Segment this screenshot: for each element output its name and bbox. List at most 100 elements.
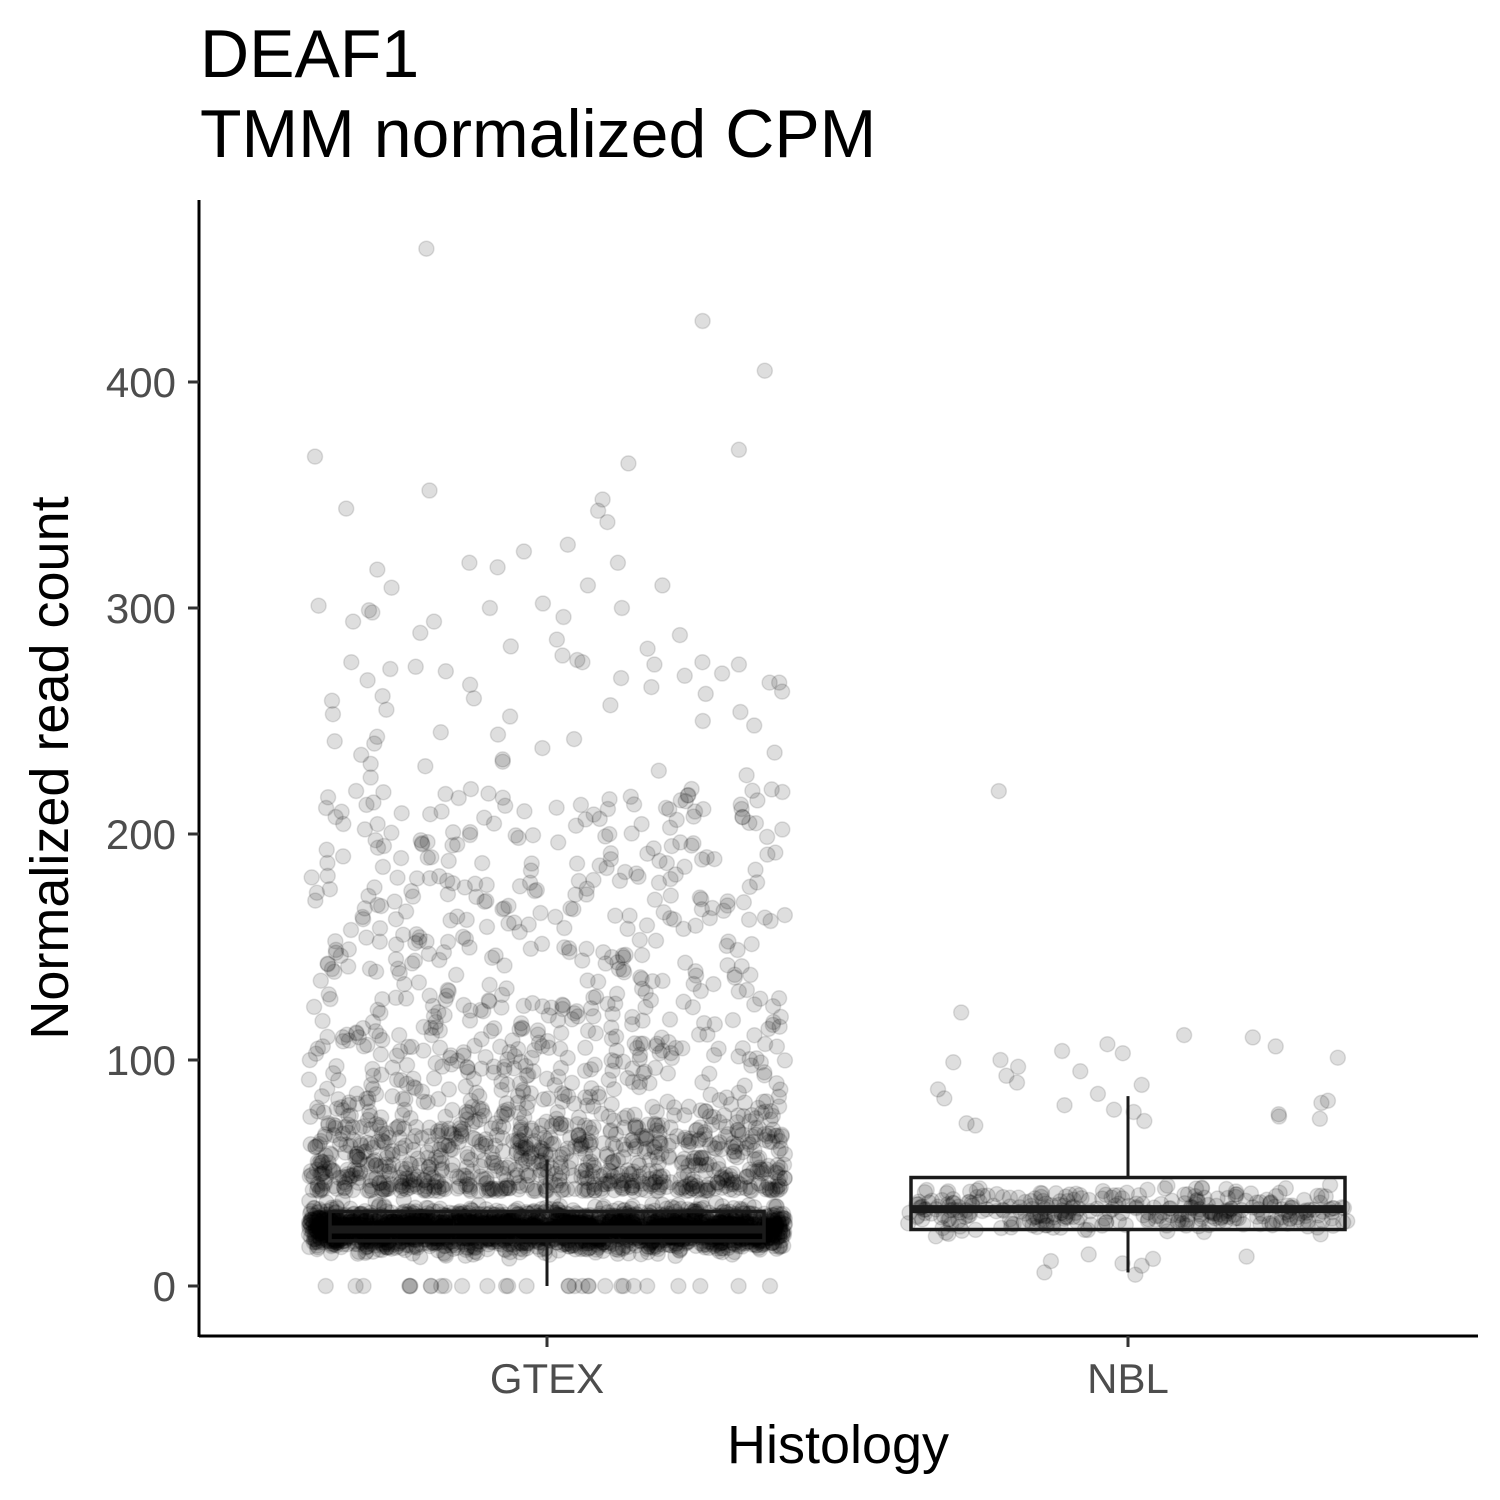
data-point (647, 932, 665, 949)
data-point (354, 910, 372, 928)
data-point (459, 1149, 476, 1166)
data-point (327, 941, 345, 959)
data-point (711, 1091, 728, 1109)
data-point (674, 1040, 691, 1057)
data-point (386, 893, 403, 910)
y-tick-label: 200 (106, 811, 176, 858)
data-point (749, 792, 766, 809)
data-point (437, 663, 455, 680)
data-point (477, 1048, 494, 1066)
data-point (587, 1025, 605, 1042)
data-point (734, 1204, 752, 1222)
data-point (305, 1199, 323, 1217)
data-point (766, 1214, 783, 1232)
data-point (597, 828, 614, 845)
data-point (563, 1011, 581, 1028)
data-point (694, 653, 711, 671)
data-point (587, 988, 605, 1006)
data-point (945, 1054, 962, 1071)
data-point (334, 848, 352, 865)
data-point (421, 987, 438, 1005)
data-point (306, 1231, 324, 1248)
data-point (435, 1244, 453, 1262)
data-point (1309, 1219, 1326, 1236)
data-point (540, 1007, 558, 1024)
data-point (596, 1277, 614, 1295)
y-tick-label: 100 (106, 1037, 176, 1084)
data-point (669, 1181, 686, 1199)
data-point (393, 804, 410, 822)
data-point (620, 455, 637, 472)
data-point (694, 312, 711, 330)
data-point (301, 1214, 319, 1231)
data-point (433, 1154, 451, 1172)
data-point (302, 1108, 319, 1126)
data-point (771, 1159, 789, 1177)
data-point (478, 876, 495, 894)
data-point (366, 879, 383, 896)
data-point (501, 708, 519, 725)
data-point (500, 915, 517, 932)
data-point (684, 998, 702, 1016)
data-point (770, 1238, 788, 1256)
data-point (736, 1077, 753, 1094)
data-point (728, 1174, 746, 1191)
data-point (1329, 1049, 1347, 1066)
data-point (534, 739, 551, 757)
data-point (311, 1218, 329, 1236)
chart-subtitle: TMM normalized CPM (200, 96, 877, 172)
data-point (585, 871, 602, 889)
data-point (700, 1239, 718, 1257)
data-point (308, 1212, 326, 1230)
data-point (619, 920, 636, 938)
data-point (602, 696, 619, 714)
data-point (746, 1026, 763, 1044)
data-point (383, 824, 400, 842)
data-point (559, 536, 577, 553)
data-point (307, 1222, 324, 1239)
data-point (767, 1180, 784, 1198)
data-point (615, 1179, 632, 1197)
data-point (630, 1173, 648, 1190)
data-point (487, 947, 504, 964)
data-point (308, 1217, 326, 1235)
data-point (724, 1011, 742, 1029)
data-point (327, 1117, 344, 1134)
data-point (585, 806, 602, 823)
data-point (694, 712, 712, 730)
data-point (719, 897, 736, 914)
data-point (425, 613, 443, 630)
data-point (697, 685, 714, 703)
data-point (311, 1219, 328, 1237)
data-point (766, 744, 783, 761)
data-point (490, 1118, 508, 1135)
data-point (421, 869, 439, 887)
data-point (427, 1054, 444, 1072)
data-point (328, 1234, 345, 1251)
data-point (303, 1166, 320, 1184)
y-tick-label: 300 (106, 585, 176, 632)
data-point (309, 1218, 326, 1235)
data-point (480, 992, 498, 1009)
data-point (658, 854, 676, 872)
data-point (1311, 1110, 1329, 1128)
data-point (765, 1221, 783, 1239)
points-layer (300, 240, 1356, 1295)
data-point (756, 362, 774, 379)
data-point (952, 1004, 970, 1021)
data-point (579, 1277, 597, 1295)
data-point (1089, 1085, 1107, 1103)
data-point (599, 800, 617, 818)
data-point (374, 687, 391, 705)
data-point (1313, 1094, 1330, 1112)
data-point (774, 1225, 791, 1242)
data-point (497, 1241, 514, 1259)
data-point (533, 1117, 551, 1134)
data-point (310, 597, 327, 614)
data-point (680, 1098, 698, 1116)
data-point (607, 1208, 625, 1226)
data-point (764, 998, 782, 1015)
data-point (562, 900, 579, 917)
data-point (395, 1191, 413, 1209)
